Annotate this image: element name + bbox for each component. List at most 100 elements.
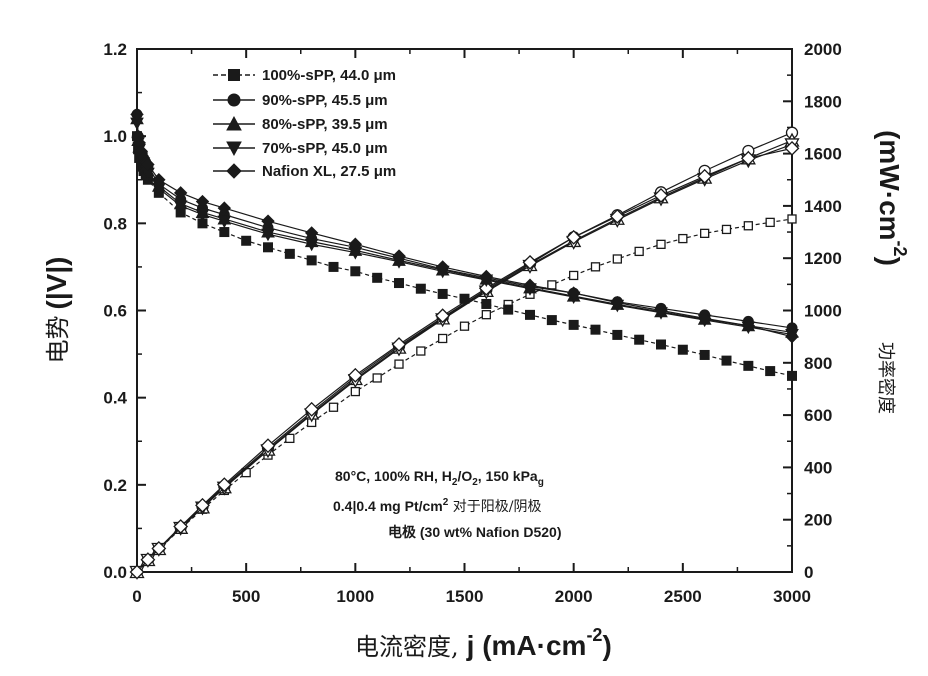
power-point (547, 280, 557, 290)
polarization-point (173, 200, 188, 213)
polarization-point (195, 194, 210, 209)
polarization-point (787, 370, 797, 381)
polarization-point (741, 319, 756, 333)
power-point (678, 233, 688, 244)
ticks-layer: 0 500 1000 1500 2000 2500 30000.00.20.40.60.81… (103, 40, 841, 606)
polarization-point (141, 157, 155, 172)
annotation-line-2: 0.4|0.4 mg Pt/cm2 对于阳极/阴极 (333, 497, 541, 515)
power-point (590, 262, 601, 272)
polarization-point (219, 227, 230, 238)
polarization-point (697, 311, 712, 326)
power-point (612, 254, 622, 264)
legend-marker-shape (226, 141, 242, 157)
x-tick-label: 1500 (446, 587, 484, 606)
power-point (129, 564, 145, 580)
polarization-point (546, 315, 557, 326)
y2-tick-label: 1600 (804, 145, 842, 164)
power-point (216, 477, 232, 493)
power-point (787, 214, 797, 224)
x-tick-label: 2500 (664, 587, 702, 606)
annotation-line-3: 电极 (30 wt% Nafion D520) (388, 524, 561, 540)
x-tick-label: 500 (232, 587, 260, 606)
y-tick-label: 0.4 (103, 389, 127, 408)
power-point (459, 321, 470, 331)
polarization-point (590, 324, 601, 335)
power-point (700, 228, 710, 239)
legend-entry-70-spp: 70%-sPP, 45.0 μm (213, 140, 388, 157)
polarization-point (525, 309, 535, 320)
polarization-point (217, 201, 232, 215)
polarization-point (437, 288, 448, 299)
polarization-point (634, 334, 645, 345)
power-point (304, 401, 320, 417)
y-axis-title: 电势(|V|) (41, 257, 72, 364)
x-axis-title: 电流密度, j (mA·cm-2) (355, 625, 612, 661)
polarization-point (785, 329, 799, 344)
legend-label-100-spp: 100%-sPP, 44.0 μm (262, 67, 396, 84)
power-point (285, 433, 295, 444)
legend-entry-100-spp: 100%-sPP, 44.0 μm (213, 67, 396, 84)
polarization-point (566, 286, 581, 300)
polarization-point (348, 237, 363, 251)
power-point (609, 208, 625, 224)
power-point (195, 497, 210, 513)
y2-tick-label: 800 (804, 354, 832, 373)
polarization-point (284, 248, 295, 259)
legend-marker-square (228, 69, 240, 81)
x-tick-label: 3000 (773, 587, 811, 606)
y2-tick-label: 200 (804, 511, 832, 530)
polarization-point (459, 293, 470, 304)
polarization-point (195, 209, 210, 222)
legend-label-90-spp: 90%-sPP, 45.5 μm (262, 92, 388, 109)
y-tick-label: 1.0 (103, 127, 127, 146)
power-point (743, 221, 753, 231)
polarization-point (261, 228, 275, 242)
power-point (784, 140, 800, 156)
legend-entry-80-spp: 80%-sPP, 39.5 μm (213, 115, 388, 133)
y2-tick-label: 0 (804, 563, 813, 582)
polarization-point (721, 355, 732, 366)
polarization-point (306, 255, 317, 266)
x-tick-label: 1000 (336, 587, 374, 606)
power-point (328, 402, 339, 412)
y2-tick-label: 1000 (804, 302, 842, 321)
polarization-point (130, 107, 144, 122)
polarization-point (479, 269, 494, 284)
power-point (566, 229, 582, 245)
polarization-point (765, 366, 776, 377)
power-point (478, 280, 494, 296)
power-point (721, 224, 732, 235)
polarization-point (610, 295, 625, 310)
polarization-point (654, 303, 668, 318)
polarization-point (743, 360, 754, 371)
power-point (697, 168, 713, 184)
polarization-point (263, 242, 273, 253)
power-point (350, 386, 360, 397)
y2-tick-label: 2000 (804, 40, 842, 59)
y2-tick-label: 1400 (804, 197, 842, 216)
legend-marker-shape (228, 69, 240, 81)
polarization-point (415, 283, 426, 294)
y2-tick-label: 600 (804, 406, 832, 425)
x-tick-label: 0 (132, 587, 141, 606)
y2-axis-title: (mW·cm-2) (874, 130, 910, 266)
power-point (140, 552, 156, 568)
legend-entry-90-spp: 90%-sPP, 45.5 μm (213, 92, 388, 109)
power-point (569, 270, 579, 281)
power-point (173, 519, 189, 534)
polarization-point (523, 278, 537, 292)
polarization-point (328, 261, 339, 272)
polarization-series-0 (132, 131, 797, 381)
y-tick-label: 0.6 (103, 302, 127, 321)
power-point (347, 367, 363, 383)
legend-marker-shape (227, 93, 241, 107)
x-tick-label: 2000 (555, 587, 593, 606)
polarization-point (435, 260, 450, 274)
power-point (438, 333, 448, 344)
polarization-point (241, 235, 252, 246)
power-point (634, 246, 644, 257)
polarization-point (699, 349, 710, 360)
legend-marker-shape (226, 115, 242, 131)
polarization-point (152, 173, 166, 187)
power-point (394, 359, 404, 369)
